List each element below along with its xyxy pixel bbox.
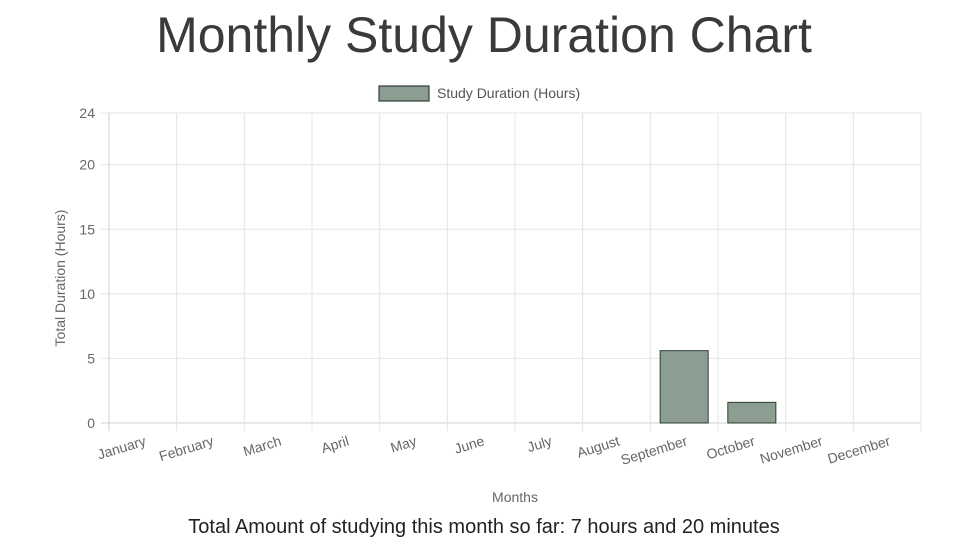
y-tick-label: 24 [79,105,95,121]
x-tick-label: December [826,432,893,466]
x-tick-label: August [575,433,621,461]
chart-container: Study Duration (Hours) 0 5 10 15 20 24 Januar… [0,70,980,510]
x-tick-label: July [525,433,553,456]
x-tick-label: November [758,432,825,466]
y-tick-label: 0 [87,415,95,431]
y-axis-ticks: 0 5 10 15 20 24 [79,105,95,431]
y-tick-label: 20 [79,157,95,173]
y-tick-label: 5 [87,350,95,366]
x-tick-label: April [319,433,350,456]
bar-october[interactable] [727,401,777,424]
x-tick-label: February [157,433,215,465]
x-axis-title: Months [492,489,538,505]
x-tick-label: September [619,432,689,467]
study-summary: Total Amount of studying this month so f… [188,516,780,538]
bar-chart: Study Duration (Hours) 0 5 10 15 20 24 Januar… [52,85,922,505]
y-axis-title: Total Duration (Hours) [52,210,68,347]
x-tick-label: March [241,433,283,460]
legend-swatch [378,85,430,102]
chart-grid [101,112,922,431]
x-axis-ticks: January February March April May June July Augu… [95,432,892,467]
x-tick-label: May [388,433,418,456]
bar-series [659,350,777,424]
legend-label: Study Duration (Hours) [437,85,580,101]
chart-legend[interactable]: Study Duration (Hours) [378,85,580,102]
x-tick-label: January [95,433,147,463]
y-tick-label: 15 [79,221,95,237]
bar-september[interactable] [659,350,709,424]
x-tick-label: October [704,432,757,462]
x-tick-label: June [452,433,486,457]
page-title: Monthly Study Duration Chart [156,7,812,63]
y-tick-label: 10 [79,286,95,302]
